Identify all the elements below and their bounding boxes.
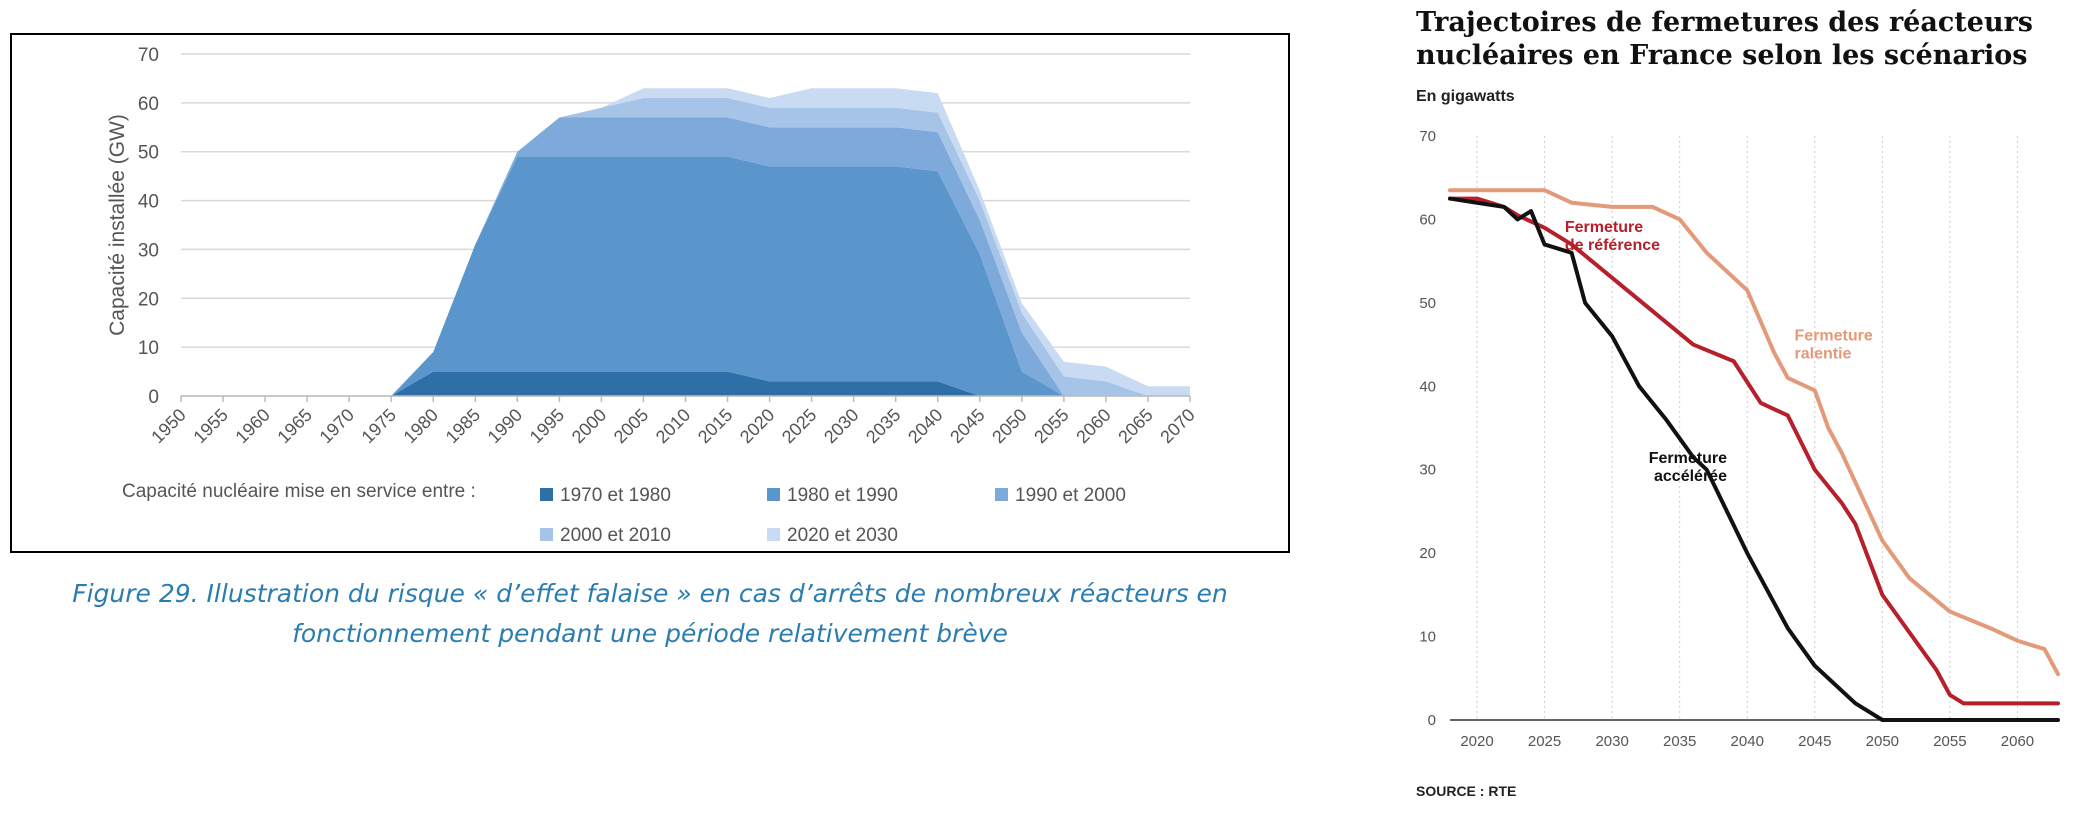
x-tick-label: 2015 [694, 405, 736, 447]
y-tick-label: 50 [138, 143, 159, 164]
y-tick-label: 0 [148, 387, 159, 408]
series-label-line: Fermeture [1565, 219, 1643, 236]
y-tick-label: 10 [138, 338, 159, 359]
x-tick-label: 2005 [610, 405, 652, 447]
line-series-2 [1448, 188, 2060, 677]
legend-label: 1980 et 1990 [787, 485, 898, 506]
legend-swatch [995, 488, 1008, 501]
area-series-2 [181, 156, 1190, 396]
x-tick-label: 1955 [189, 405, 231, 447]
y-tick-label: 20 [1419, 545, 1436, 562]
x-tick-label: 1985 [442, 405, 484, 447]
line-series-3 [1448, 196, 2060, 722]
legend-label: 1970 et 1980 [560, 485, 671, 506]
legend-title: Capacité nucléaire mise en service entre… [122, 481, 476, 502]
series-label-line: ralentie [1795, 345, 1852, 362]
x-tick-label: 2045 [946, 405, 988, 447]
x-tick-label: 2040 [904, 405, 946, 447]
x-tick-label: 2055 [1933, 733, 1966, 750]
y-tick-label: 60 [138, 94, 159, 115]
series-label-line: accélérée [1654, 468, 1727, 485]
x-tick-label: 2065 [1114, 405, 1156, 447]
area-series-5 [181, 88, 1190, 396]
right-chart-subtitle: En gigawatts [1416, 88, 1515, 105]
y-tick-label: 40 [1419, 378, 1436, 395]
x-tick-label: 1950 [147, 405, 189, 447]
legend-swatch [767, 488, 780, 501]
legend-label: 1990 et 2000 [1015, 485, 1126, 506]
x-tick-label: 2025 [1528, 733, 1561, 750]
x-tick-label: 2045 [1798, 733, 1831, 750]
legend-label: 2000 et 2010 [560, 525, 671, 546]
y-tick-label: 60 [1419, 211, 1436, 228]
series-label: Fermeture ralentie [1795, 327, 1873, 362]
x-tick-label: 1965 [273, 405, 315, 447]
x-tick-label: 1995 [526, 405, 568, 447]
y-tick-label: 30 [1419, 462, 1436, 479]
x-tick-label: 2060 [1072, 405, 1114, 447]
area-series-3 [181, 117, 1190, 396]
x-tick-label: 2055 [1030, 405, 1072, 447]
x-tick-label: 2000 [568, 405, 610, 447]
x-tick-label: 2050 [988, 405, 1030, 447]
x-tick-label: 2040 [1731, 733, 1764, 750]
x-tick-label: 2050 [1866, 733, 1899, 750]
closure-trajectories-line-chart: 2020 2025 2030 2035 2040 2045 2050 2055 20600102… [1419, 128, 2060, 750]
legend-swatch [540, 528, 553, 541]
line-series-1 [1448, 196, 2060, 706]
x-tick-label: 1975 [358, 405, 400, 447]
y-axis-title: Capacité installée (GW) [106, 114, 129, 336]
figure-caption: Figure 29. Illustration du risque « d’ef… [0, 574, 1300, 654]
legend-swatch [540, 488, 553, 501]
x-tick-label: 1970 [316, 405, 358, 447]
x-tick-label: 1990 [484, 405, 526, 447]
area-series-1 [181, 371, 1190, 396]
x-tick-label: 2030 [1595, 733, 1628, 750]
x-tick-label: 1960 [231, 405, 273, 447]
x-tick-label: 2020 [1460, 733, 1493, 750]
y-tick-label: 20 [138, 289, 159, 310]
series-label: Fermeture de référence [1565, 219, 1660, 254]
y-tick-label: 70 [1419, 128, 1436, 145]
series-label-line: Fermeture [1795, 327, 1873, 344]
legend-label: 2020 et 2030 [787, 525, 898, 546]
y-tick-label: 30 [138, 240, 159, 261]
x-tick-label: 2070 [1156, 405, 1198, 447]
x-tick-label: 2030 [820, 405, 862, 447]
series-label-line: Fermeture [1649, 450, 1727, 467]
source-note: SOURCE : RTE [1416, 783, 1517, 799]
x-tick-label: 2060 [2001, 733, 2034, 750]
y-tick-label: 40 [138, 192, 159, 213]
caption-line-1: Figure 29. Illustration du risque « d’ef… [72, 579, 1228, 608]
x-tick-label: 2035 [862, 405, 904, 447]
right-chart-title: Trajectoires de fermetures des réacteurs… [1416, 7, 2034, 71]
x-tick-label: 2035 [1663, 733, 1696, 750]
legend-swatch [767, 528, 780, 541]
caption-line-2: fonctionnement pendant une période relat… [292, 619, 1008, 648]
y-tick-label: 10 [1419, 629, 1436, 646]
y-tick-label: 50 [1419, 295, 1436, 312]
x-tick-label: 2020 [736, 405, 778, 447]
y-tick-label: 0 [1428, 712, 1436, 729]
left-figure: 0 10 20 30 40 50 60 70 1950 1955 1960 1965 1970 1975 1… [0, 33, 1300, 654]
x-tick-label: 2025 [778, 405, 820, 447]
x-tick-label: 2010 [652, 405, 694, 447]
x-tick-label: 1980 [400, 405, 442, 447]
series-label: Fermeture accélérée [1649, 450, 1727, 485]
right-figure: Trajectoires de fermetures des réacteurs… [1400, 0, 2100, 822]
series-label-line: de référence [1565, 237, 1660, 254]
chart-frame [10, 33, 1290, 553]
y-tick-label: 70 [138, 45, 159, 66]
